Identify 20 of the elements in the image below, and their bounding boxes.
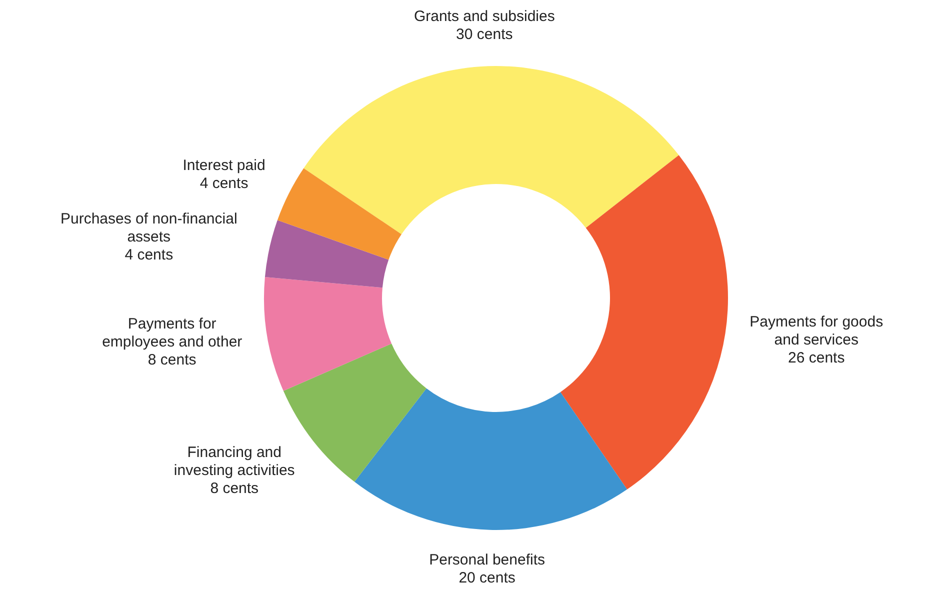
data-label: 4 cents: [200, 175, 248, 192]
donut-slice: [264, 276, 392, 391]
donut-slice: [264, 220, 389, 288]
slice-label: Payments for goods and services: [750, 314, 884, 349]
data-label: 4 cents: [124, 246, 174, 264]
data-label: 26 cents: [788, 350, 845, 367]
data-label: 30 cents: [456, 26, 513, 43]
donut-slice: [277, 168, 402, 260]
donut-slice: [354, 388, 628, 530]
data-label: 8 cents: [210, 480, 259, 497]
slice-label: Purchases of non-financial assets: [60, 210, 238, 246]
donut-slice: [304, 66, 679, 234]
slice-label: Financing and investing activities: [174, 444, 295, 479]
donut-slice: [560, 155, 728, 490]
slice-label: Personal benefits: [429, 552, 546, 569]
slice-label: Payments for employees and other: [102, 316, 242, 351]
data-label: 8 cents: [148, 352, 196, 369]
slice-label: Grants and subsidies: [414, 8, 555, 25]
slice-label: Interest paid: [182, 157, 266, 174]
data-label: 20 cents: [458, 570, 516, 587]
